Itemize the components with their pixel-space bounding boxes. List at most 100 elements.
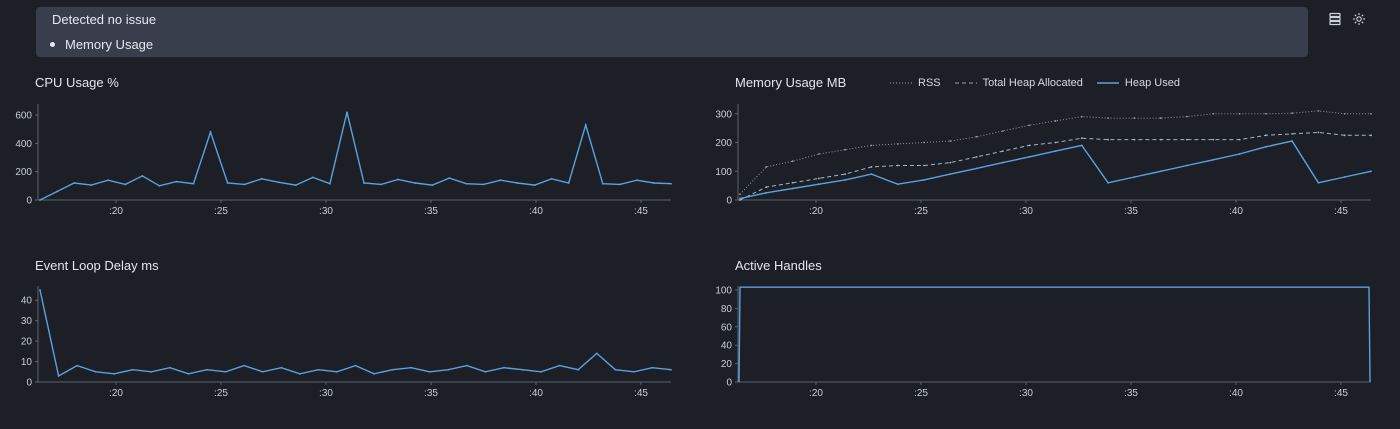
data-point xyxy=(632,370,635,373)
y-tick-label: 100 xyxy=(715,167,732,178)
data-point xyxy=(482,183,485,186)
data-point xyxy=(653,182,655,184)
data-point xyxy=(260,177,263,180)
data-point xyxy=(243,183,246,186)
data-point xyxy=(870,166,873,168)
y-tick-label: 80 xyxy=(721,304,733,315)
banner-list-item: Memory Usage xyxy=(50,37,153,52)
data-point xyxy=(618,183,621,186)
data-point xyxy=(1080,144,1083,147)
data-point xyxy=(1186,138,1188,141)
data-point xyxy=(1028,124,1031,127)
data-point xyxy=(1291,140,1294,142)
data-point xyxy=(558,364,561,367)
data-point xyxy=(192,182,195,185)
data-point xyxy=(1002,161,1004,164)
active-handles-chart: 0 20 40 60 80 100:20:25:30:35:40:45 xyxy=(715,286,1371,399)
data-point xyxy=(844,178,847,181)
data-point xyxy=(158,184,161,187)
data-point xyxy=(317,368,320,371)
data-point xyxy=(1238,138,1241,141)
x-tick-label: :25 xyxy=(914,206,928,217)
data-point xyxy=(1291,132,1294,135)
data-point xyxy=(670,182,672,185)
x-tick-label: :40 xyxy=(529,206,543,217)
data-point xyxy=(363,182,365,184)
data-point xyxy=(150,370,153,373)
data-point xyxy=(1264,112,1267,115)
data-point xyxy=(739,197,741,200)
y-tick-label: 300 xyxy=(715,109,732,120)
data-point xyxy=(1133,117,1136,119)
y-tick-label: 40 xyxy=(21,296,33,307)
data-point xyxy=(923,164,925,167)
data-point xyxy=(39,289,41,291)
data-point xyxy=(76,364,79,367)
y-tick-label: 0 xyxy=(726,196,732,207)
data-point xyxy=(896,183,899,186)
x-tick-label: :30 xyxy=(319,388,333,399)
data-point xyxy=(923,141,925,144)
series-line-heap-used xyxy=(739,140,1372,200)
data-point xyxy=(373,372,375,375)
data-point xyxy=(817,183,820,186)
legend-swatch-dashed xyxy=(954,82,977,84)
y-tick-label: 200 xyxy=(15,167,32,178)
y-tick-label: 0 xyxy=(26,196,32,207)
legend-item-rss[interactable]: RSS xyxy=(890,77,941,89)
data-point xyxy=(791,160,794,163)
data-point xyxy=(1264,134,1267,137)
data-point xyxy=(1186,115,1188,118)
data-point xyxy=(1080,137,1083,140)
data-point xyxy=(391,368,394,371)
memory-chart-title: Memory Usage MB xyxy=(735,75,847,90)
data-point xyxy=(635,179,638,182)
data-point xyxy=(739,193,741,196)
x-tick-label: :40 xyxy=(1229,388,1243,399)
x-tick-label: :35 xyxy=(424,388,438,399)
data-point xyxy=(1343,112,1346,115)
y-tick-label: 600 xyxy=(15,111,32,122)
data-point xyxy=(1107,181,1109,184)
data-point xyxy=(817,153,820,155)
data-point xyxy=(397,178,400,181)
banner-item-label: Memory Usage xyxy=(65,37,154,52)
data-point xyxy=(1133,138,1136,141)
data-point xyxy=(791,187,794,190)
list-view-icon[interactable] xyxy=(1328,12,1342,26)
data-point xyxy=(1002,150,1004,153)
data-point xyxy=(410,366,413,369)
data-point xyxy=(870,144,873,147)
data-point xyxy=(124,183,127,186)
data-point xyxy=(298,372,301,375)
data-point xyxy=(540,370,542,373)
data-point xyxy=(923,178,925,181)
data-point xyxy=(39,199,41,201)
data-point xyxy=(1212,138,1215,141)
data-point xyxy=(1238,153,1241,155)
data-point xyxy=(499,179,502,182)
legend-item-heap-used[interactable]: Heap Used xyxy=(1096,77,1180,89)
data-point xyxy=(294,184,297,187)
y-tick-label: 0 xyxy=(726,378,732,389)
data-point xyxy=(1291,112,1294,115)
series-line-handles xyxy=(738,286,1371,383)
data-point xyxy=(465,364,468,367)
memory-legend: RSS Total Heap Allocated Heap Used xyxy=(890,77,1194,89)
data-point xyxy=(1159,170,1162,173)
legend-item-heap-allocated[interactable]: Total Heap Allocated xyxy=(954,77,1083,89)
data-point xyxy=(975,167,978,170)
data-point xyxy=(739,199,741,201)
settings-sun-icon[interactable] xyxy=(1352,12,1366,26)
data-point xyxy=(601,182,604,185)
data-point xyxy=(131,368,134,371)
x-tick-label: :20 xyxy=(109,388,123,399)
data-point xyxy=(113,372,116,375)
data-point xyxy=(465,182,468,185)
data-point xyxy=(1343,134,1346,137)
data-point xyxy=(1107,138,1109,141)
memory-usage-chart: 0 100 200 300:20:25:30:35:40:45 xyxy=(715,104,1372,217)
data-point xyxy=(817,177,820,180)
data-point xyxy=(1238,112,1241,115)
data-point xyxy=(261,370,264,373)
